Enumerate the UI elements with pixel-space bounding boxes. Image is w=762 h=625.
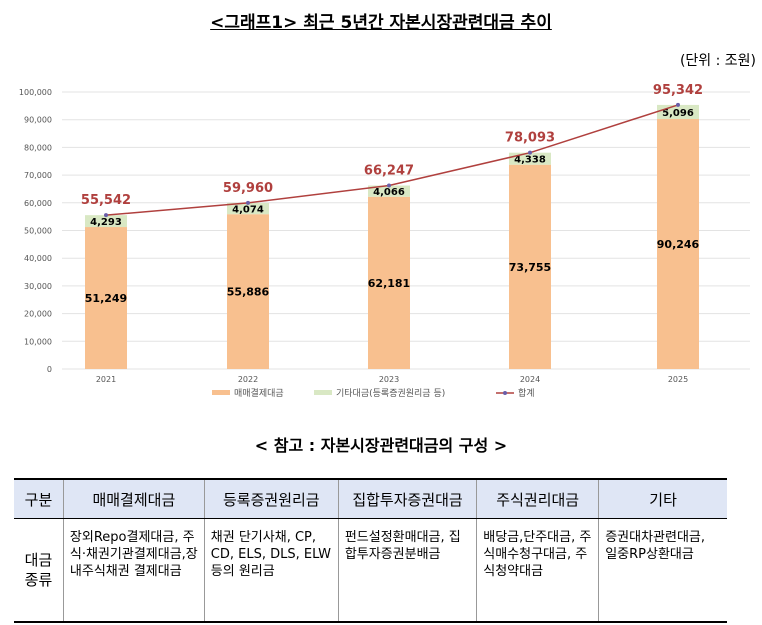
bar-label-settlement: 90,246 — [657, 238, 700, 251]
y-tick-label: 50,000 — [24, 227, 52, 236]
bar-settlement — [227, 214, 269, 369]
bar-label-settlement: 55,886 — [227, 286, 270, 299]
total-label: 59,960 — [223, 181, 273, 196]
bar-other — [85, 215, 127, 228]
legend-label: 합계 — [518, 387, 535, 399]
chart: 0 10,000 20,000 30,000 40,000 50,000 60,000 70,… — [19, 83, 750, 399]
bar-label-other: 4,293 — [90, 217, 122, 228]
bar-label-other: 5,096 — [662, 108, 694, 119]
table-cell: 배당금,단주대금, 주식매수청구대금, 주식청약대금 — [476, 518, 599, 623]
total-point — [676, 102, 680, 107]
total-label: 95,342 — [653, 83, 703, 98]
bar-settlement — [368, 196, 410, 369]
table-row: 대금 종류 장외Repo결제대금, 주식·채권기관결제대금,장내주식채권 결제대금 채… — [14, 518, 727, 623]
y-tick-label: 90,000 — [24, 116, 52, 125]
bar-label-settlement: 73,755 — [509, 261, 551, 274]
table-cell: 채권 단기사채, CP, CD, ELS, DLS, ELW 등의 원리금 — [203, 518, 339, 623]
total-point — [387, 183, 391, 188]
y-tick-label: 0 — [47, 365, 52, 374]
reference-title: < 참고 : 자본시장관련대금의 구성 > — [254, 436, 508, 455]
row-label: 대금 종류 — [14, 518, 64, 623]
bar-other — [227, 202, 269, 215]
legend-swatch-other — [314, 390, 332, 395]
table-cell: 펀드설정환매대금, 집합투자증권분배금 — [337, 518, 477, 623]
y-tick-label: 10,000 — [24, 337, 52, 346]
x-tick-label: 2024 — [520, 375, 540, 384]
total-label: 55,542 — [81, 193, 131, 208]
title-text: <그래프1> 최근 5년간 자본시장관련대금 추이 — [210, 13, 552, 33]
y-tick-label: 80,000 — [24, 143, 52, 152]
column-header: 등록증권원리금 — [203, 478, 339, 519]
total-point — [104, 213, 108, 218]
unit-label: (단위 : 조원) — [679, 53, 756, 69]
y-tick-label: 20,000 — [24, 310, 52, 319]
y-tick-label: 100,000 — [19, 88, 52, 97]
x-tick-label: 2021 — [96, 375, 116, 384]
legend-label: 기타대금(등록증권원리금 등) — [336, 387, 445, 399]
total-label: 66,247 — [364, 163, 414, 178]
column-header: 집합투자증권대금 — [337, 478, 477, 519]
column-header: 매매결제대금 — [62, 478, 205, 519]
legend-marker — [503, 391, 507, 395]
table-cell: 증권대차관련대금, 일중RP상환대금 — [598, 518, 727, 623]
composition-table: 구분 매매결제대금 등록증권원리금 집합투자증권대금 주식권리대금 기타 대금 종류 장외Re… — [14, 478, 727, 623]
x-tick-label: 2025 — [668, 375, 688, 384]
bar-label-other: 4,066 — [373, 187, 405, 198]
y-tick-label: 30,000 — [24, 282, 52, 291]
bar-label-other: 4,338 — [514, 155, 546, 166]
bar-label-settlement: 51,249 — [85, 292, 127, 305]
bar-label-settlement: 62,181 — [368, 277, 410, 290]
table-header-row: 구분 매매결제대금 등록증권원리금 집합투자증권대금 주식권리대금 기타 — [14, 478, 727, 519]
bar-label-other: 4,074 — [232, 205, 264, 216]
column-header: 주식권리대금 — [476, 478, 599, 519]
chart-title: <그래프1> 최근 5년간 자본시장관련대금 추이 — [0, 8, 762, 33]
x-tick-label: 2023 — [379, 375, 399, 384]
column-header: 구분 — [14, 478, 64, 519]
table-cell: 장외Repo결제대금, 주식·채권기관결제대금,장내주식채권 결제대금 — [62, 518, 205, 623]
y-tick-label: 70,000 — [24, 171, 52, 180]
total-point — [528, 150, 532, 155]
bar-settlement — [657, 119, 699, 369]
total-label: 78,093 — [505, 131, 555, 146]
bar-settlement — [85, 227, 127, 369]
total-point — [246, 200, 250, 205]
bar-other — [368, 185, 410, 197]
bar-settlement — [509, 164, 551, 369]
x-tick-label: 2022 — [238, 375, 258, 384]
legend-label: 매매결제대금 — [234, 388, 284, 399]
y-tick-label: 40,000 — [24, 254, 52, 263]
legend-swatch-settlement — [212, 390, 230, 395]
y-tick-label: 60,000 — [24, 199, 52, 208]
column-header: 기타 — [598, 478, 727, 519]
